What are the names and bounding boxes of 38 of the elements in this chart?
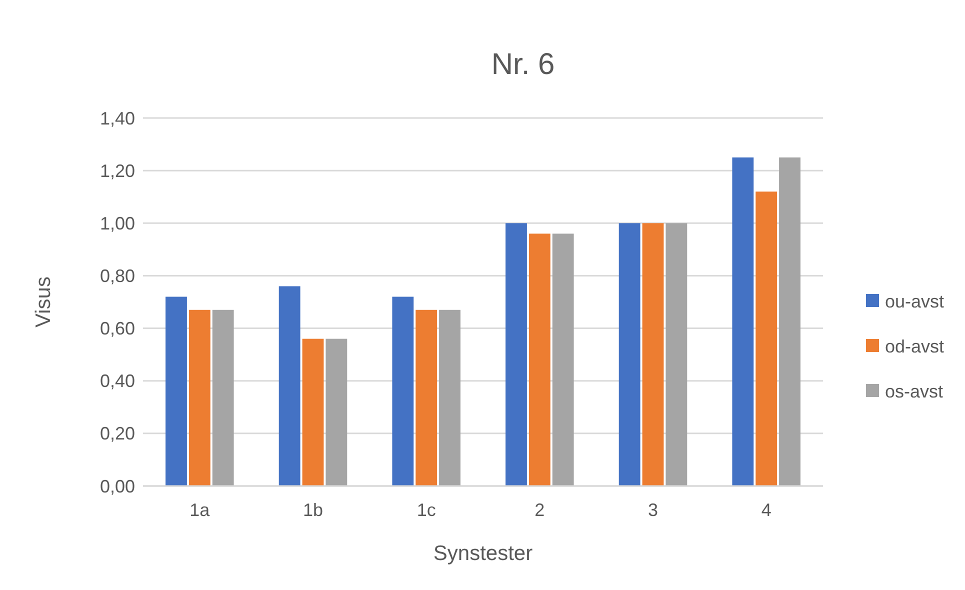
y-tick-label: 0,00 xyxy=(100,476,135,496)
bar xyxy=(666,223,688,486)
y-tick-label: 0,40 xyxy=(100,371,135,392)
bar xyxy=(278,286,300,486)
x-tick-label: 1b xyxy=(302,500,324,520)
x-tick-label: 3 xyxy=(648,500,658,520)
y-tick-label: 0,60 xyxy=(100,318,135,339)
bar xyxy=(416,310,438,486)
x-axis-title: Synstester xyxy=(433,542,533,565)
chart-title: Nr. 6 xyxy=(491,48,555,81)
bar xyxy=(506,223,527,486)
x-tick-label: 4 xyxy=(761,500,772,520)
y-tick-label: 0,80 xyxy=(100,266,135,286)
bar xyxy=(618,223,640,486)
y-tick-label: 1,00 xyxy=(100,213,135,234)
bar xyxy=(439,310,460,486)
bar xyxy=(552,234,574,486)
y-tick-label: 1,40 xyxy=(100,108,135,128)
bar xyxy=(212,310,234,486)
legend-label: os-avst xyxy=(885,381,944,402)
y-tick-label: 1,20 xyxy=(100,160,135,181)
bar xyxy=(642,223,664,486)
legend-label: ou-avst xyxy=(885,291,944,312)
bar xyxy=(166,296,187,486)
bar xyxy=(528,234,550,486)
x-tick-label: 2 xyxy=(534,500,545,520)
legend-label: od-avst xyxy=(885,336,944,356)
bar xyxy=(188,310,210,486)
bar xyxy=(756,192,778,486)
bar xyxy=(326,338,348,486)
bar xyxy=(779,157,800,486)
x-tick-label: 1c xyxy=(416,500,436,520)
y-tick-label: 0,20 xyxy=(100,424,135,444)
y-axis-title: Visus xyxy=(32,276,55,328)
bar xyxy=(732,157,754,486)
x-tick-label: 1a xyxy=(190,500,211,520)
bar xyxy=(392,296,414,486)
bar xyxy=(302,338,324,486)
